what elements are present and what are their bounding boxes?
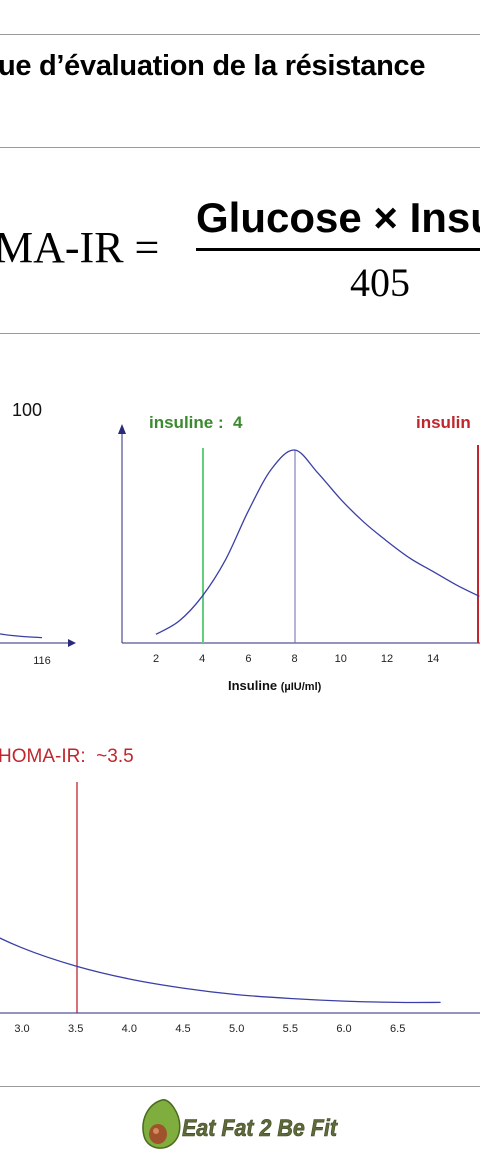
insulin-green-annotation: insuline : 4 [149,413,243,432]
footer-rule [0,1086,480,1087]
insulin-tick-labels: 24681012141 [153,653,480,665]
formula-lhs: MA-IR = [0,223,159,272]
insulin-red-annotation: insulin [416,413,471,432]
insulin-tick-label: 14 [427,653,439,665]
avocado-icon [142,1099,181,1149]
formula-bottom-rule [0,333,480,334]
homa-tick-label: 5.5 [283,1023,298,1035]
homa-tick-label: 3.5 [68,1023,83,1035]
logo-text: Eat Fat 2 Be Fit [182,1115,338,1142]
top-rule [0,34,480,35]
glucose-x-axis-arrow [68,639,76,647]
insulin-series-line [155,449,480,635]
homa-tick-label: 3.0 [14,1023,29,1035]
glucose-annotation: 100 [12,400,42,420]
homa-series-line [0,937,441,1004]
insulin-y-axis-arrow [118,424,126,434]
homa-tick-label: 5.0 [229,1023,244,1035]
homa-annotation: HOMA-IR: ~3.5 [0,746,134,767]
insulin-chart: insuline : 4 insulin 24681012141 Insulin… [118,413,480,693]
insulin-tick-label: 6 [245,653,251,665]
page-title: ue d’évaluation de la résistance [0,50,426,82]
brand-logo: Eat Fat 2 Be Fit [142,1099,338,1149]
homa-tick-label: 4.5 [175,1023,190,1035]
glucose-tick-label: 116 [33,655,51,667]
glucose-series-line [0,633,43,639]
insulin-tick-label: 10 [335,653,347,665]
glucose-chart-fragment: 100 116 [0,400,76,667]
homa-chart: HOMA-IR: ~3.5 3.0 3.5 4.0 4.5 5.0 5.5 6.0 6.5 [0,746,480,1035]
insulin-tick-label: 4 [199,653,205,665]
formula-top-rule [0,147,480,148]
formula-denominator: 405 [350,260,410,305]
homa-tick-label: 6.5 [390,1023,405,1035]
insulin-tick-label: 12 [381,653,393,665]
charts-area: 100 116 insuline : 4 insulin 2 4 6 8 10 12 14 1… [0,400,480,1035]
insulin-tick-label: 8 [292,653,298,665]
fraction-bar [196,248,480,251]
insulin-tick-label: 2 [153,653,159,665]
homa-tick-labels: 3.0 3.5 4.0 4.5 5.0 5.5 6.0 6.5 [14,1023,405,1035]
homa-tick-label: 6.0 [336,1023,351,1035]
homa-tick-label: 4.0 [122,1023,137,1035]
insulin-axis-label-main: Insuline [228,678,277,693]
homa-formula: MA-IR = Glucose × Insu 405 [0,194,480,305]
insulin-axis-label: Insuline (µIU/ml) [228,678,322,693]
formula-numerator: Glucose × Insu [196,194,480,241]
insulin-axis-label-unit: (µIU/ml) [281,681,322,693]
